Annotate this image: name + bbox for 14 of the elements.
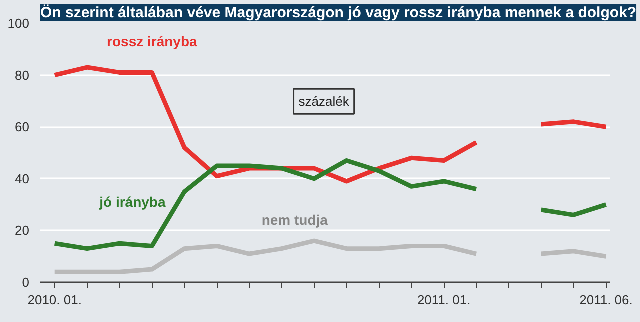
x-tick-label: 2011. 01. <box>417 292 471 308</box>
y-tick-label: 60 <box>15 120 30 135</box>
y-tick-label: 100 <box>8 16 30 31</box>
chart-title: Ön szerint általában véve Magyarországon jó vagy rossz irányba mennek a dolgok? <box>40 4 637 22</box>
x-tick-label: 2010. 01. <box>28 292 82 308</box>
y-tick-label: 80 <box>15 68 30 83</box>
y-tick-label: 40 <box>15 171 30 186</box>
y-tick-label: 0 <box>22 275 30 290</box>
x-tick-label: 2011. 06. <box>580 292 633 308</box>
series-label: nem tudja <box>262 212 328 228</box>
series-label: rossz irányba <box>107 33 198 50</box>
series-label: jó irányba <box>98 194 166 210</box>
annotation: százalék <box>298 94 350 110</box>
y-tick-label: 20 <box>15 223 30 238</box>
